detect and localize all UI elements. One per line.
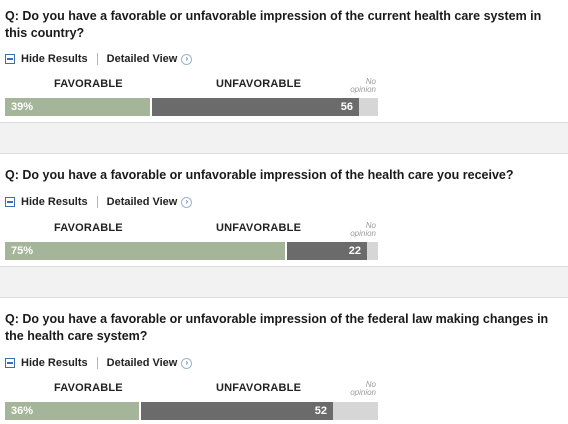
divider (96, 357, 98, 369)
hide-results-button[interactable]: Hide Results (21, 53, 88, 65)
no-opinion-header: No opinion (350, 77, 376, 94)
section-divider (0, 297, 568, 298)
result-bar: 36% 52 (5, 402, 378, 420)
section-gap (0, 267, 568, 297)
hide-results-button[interactable]: Hide Results (21, 357, 88, 369)
poll-controls: Hide Results Detailed View › (5, 51, 193, 67)
no-opinion-segment (333, 402, 378, 420)
no-opinion-header: No opinion (350, 380, 376, 397)
favorable-value: 75% (11, 245, 34, 257)
favorable-header: FAVORABLE (54, 78, 123, 90)
unfavorable-segment: 56 (152, 98, 359, 116)
chevron-right-icon[interactable]: › (181, 53, 193, 65)
unfavorable-value: 52 (314, 405, 327, 417)
unfavorable-value: 56 (340, 101, 353, 113)
collapse-icon[interactable] (5, 197, 15, 207)
poll-question: Q: Do you have a favorable or unfavorabl… (5, 9, 542, 40)
collapse-icon[interactable] (5, 54, 15, 64)
favorable-header: FAVORABLE (54, 222, 123, 234)
poll-question: Q: Do you have a favorable or unfavorabl… (5, 312, 549, 343)
no-opinion-segment (359, 98, 378, 116)
no-opinion-segment (367, 242, 378, 260)
detailed-view-link[interactable]: Detailed View (106, 196, 178, 208)
detailed-view-link[interactable]: Detailed View (106, 53, 178, 65)
poll-controls: Hide Results Detailed View › (5, 355, 193, 371)
unfavorable-header: UNFAVORABLE (216, 222, 302, 234)
section-divider (0, 266, 568, 267)
unfavorable-header: UNFAVORABLE (216, 382, 302, 394)
favorable-segment: 36% (5, 402, 139, 420)
hide-results-button[interactable]: Hide Results (21, 196, 88, 208)
section-gap (0, 123, 568, 153)
favorable-segment: 39% (5, 98, 150, 116)
no-opinion-header: No opinion (350, 221, 376, 238)
result-bar: 75% 22 (5, 242, 378, 260)
chevron-right-icon[interactable]: › (181, 196, 193, 208)
favorable-value: 36% (11, 405, 34, 417)
detailed-view-link[interactable]: Detailed View (106, 357, 178, 369)
collapse-icon[interactable] (5, 358, 15, 368)
section-divider (0, 153, 568, 154)
divider (96, 196, 98, 208)
unfavorable-segment: 52 (141, 402, 333, 420)
unfavorable-value: 22 (348, 245, 361, 257)
unfavorable-segment: 22 (287, 242, 367, 260)
favorable-segment: 75% (5, 242, 285, 260)
chevron-right-icon[interactable]: › (181, 357, 193, 369)
result-bar: 39% 56 (5, 98, 378, 116)
unfavorable-header: UNFAVORABLE (216, 78, 302, 90)
divider (96, 53, 98, 65)
section-divider (0, 122, 568, 123)
poll-controls: Hide Results Detailed View › (5, 194, 193, 210)
favorable-header: FAVORABLE (54, 382, 123, 394)
favorable-value: 39% (11, 101, 34, 113)
poll-question: Q: Do you have a favorable or unfavorabl… (5, 168, 514, 182)
